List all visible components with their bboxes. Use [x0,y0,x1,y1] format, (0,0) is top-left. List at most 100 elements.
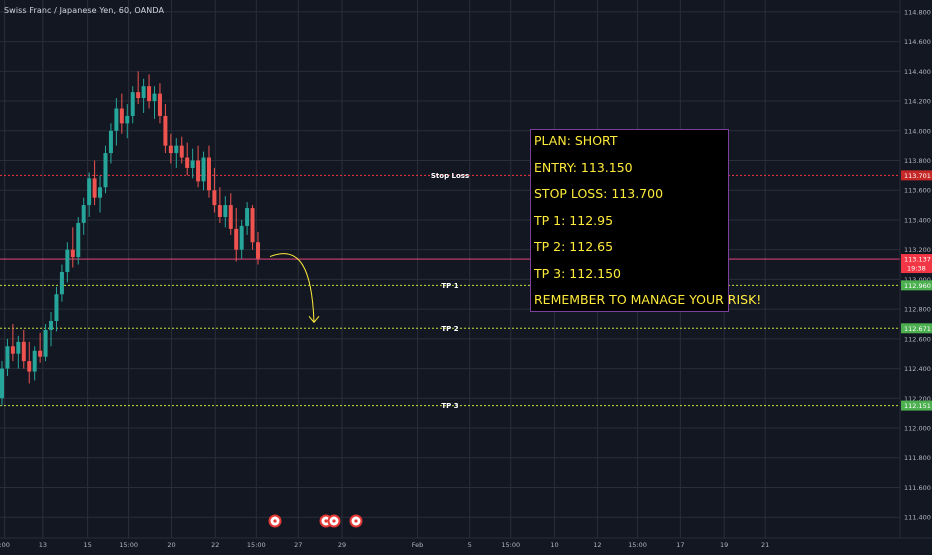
plan-line-stop-loss: STOP LOSS: 113.700 [534,186,664,201]
candle-up [0,368,4,399]
take-profit-label: TP 1 [441,282,458,290]
time-axis-tick-label: 29 [338,541,346,549]
candle-down [27,361,32,372]
time-axis-tick-label: 19 [720,541,728,549]
plan-line-tp3: TP 3: 112.150 [534,265,621,281]
price-axis-level-tag [901,170,932,181]
plan-line-tp1: TP 1: 112.95 [534,212,614,228]
symbol-title: Swiss Franc / Japanese Yen, 60, OANDA [4,6,165,15]
price-axis-tick-label: 113.200 [904,246,931,254]
time-axis-tick-label: 15 [83,541,91,549]
price-axis-tick-label: 112.200 [904,395,931,403]
grid [0,0,900,538]
candle-up [174,145,179,154]
candle-up [16,341,21,354]
time-axis-tick-label: 13 [39,541,47,549]
price-axis-tick-label: 112.800 [904,306,931,314]
event-markers[interactable] [268,514,363,528]
candle-up [59,271,64,295]
candle-up [245,208,250,226]
price-axis-level-tag [901,400,932,411]
time-axis-tick-label: 10 [550,541,558,549]
candle-up [103,153,108,188]
price-axis-level-tag [901,323,932,334]
price-axis-tick-label: 111.800 [904,454,931,462]
candle-up [65,249,70,272]
projection-arrow-curve [269,253,315,323]
candle-down [147,86,152,102]
time-axis-tick-label: 12 [593,541,601,549]
countdown-label: 19:38 [907,265,926,273]
price-axis-level-label: 112.960 [904,282,931,290]
event-marker-dot [273,519,277,523]
candle-down [217,205,222,217]
take-profit-label: TP 3 [441,402,458,410]
candle-up [130,92,135,116]
time-axis-tick-label: 15:00 [501,541,520,549]
take-profit-label: TP 2 [441,325,458,333]
candle-down [70,249,75,258]
price-axis-background [900,0,932,550]
candle-down [196,160,201,182]
time-axis-tick-label: 15:00 [119,541,138,549]
time-axis[interactable]: :00 13 15 15:00 20 22 15:00 27 29 Feb 5 15:00 10 12 15… [0,537,932,549]
candle-down [136,92,141,99]
current-price-tag [901,254,932,274]
candle-up [190,160,195,168]
candle-up [114,108,119,131]
candle-down [256,242,260,259]
price-axis-tick-label: 114.200 [904,98,931,106]
price-axis-tick-label: 112.400 [904,365,931,373]
candle-up [54,294,59,322]
price-axis-tick-label: 114.600 [904,38,931,46]
candle-down [10,346,15,354]
horizontal-levels: Stop Loss TP 1 TP 2 TP 3 [0,172,900,410]
time-axis-tick-label: 22 [211,541,219,549]
price-axis-level-tag [901,280,932,291]
candle-down [250,208,255,243]
candle-up [108,130,113,154]
candle-up [5,346,10,369]
event-marker-dot [332,519,336,523]
candle-down [234,228,239,250]
price-axis[interactable]: 114.800 114.600 114.400 114.200 114.000 113.8… [899,0,932,550]
price-axis-tick-label: 111.400 [904,514,931,522]
candle-up [223,205,228,217]
stop-loss-label: Stop Loss [431,172,469,180]
candle-down [38,350,43,357]
price-axis-level-label: 113.701 [904,172,931,180]
price-axis-tick-label: 114.800 [904,8,931,16]
projection-arrow-head [308,315,320,324]
candle-down [119,108,124,124]
candle-up [125,115,130,124]
price-axis-tick-label: 113.000 [904,276,931,284]
candle-down [179,145,184,158]
candle-up [152,93,157,102]
plan-line-risk-note: REMEMBER TO MANAGE YOUR RISK! [534,292,762,307]
candle-up [81,205,86,223]
candle-up [98,187,103,198]
candles [0,71,260,406]
time-axis-tick-label: 15:00 [628,541,647,549]
candle-down [92,178,97,198]
candle-down [228,205,233,229]
price-axis-tick-label: 113.400 [904,216,931,224]
candle-down [21,341,26,362]
price-axis-level-label: 112.671 [904,325,931,333]
candle-down [168,145,173,154]
price-axis-tick-label: 114.000 [904,127,931,135]
price-axis-tick-label: 112.600 [904,335,931,343]
price-axis-level-label: 112.151 [904,402,931,410]
plan-line-direction: PLAN: SHORT [534,133,618,148]
candle-down [206,157,211,191]
candle-down [157,93,162,116]
price-axis-tick-label: 113.600 [904,187,931,195]
time-axis-tick-label: 17 [676,541,684,549]
trade-plan-box[interactable]: PLAN: SHORT ENTRY: 113.150 STOP LOSS: 11… [530,129,761,312]
candle-up [201,157,206,182]
time-axis-tick-label: 5 [468,541,472,549]
candle-up [32,350,37,372]
